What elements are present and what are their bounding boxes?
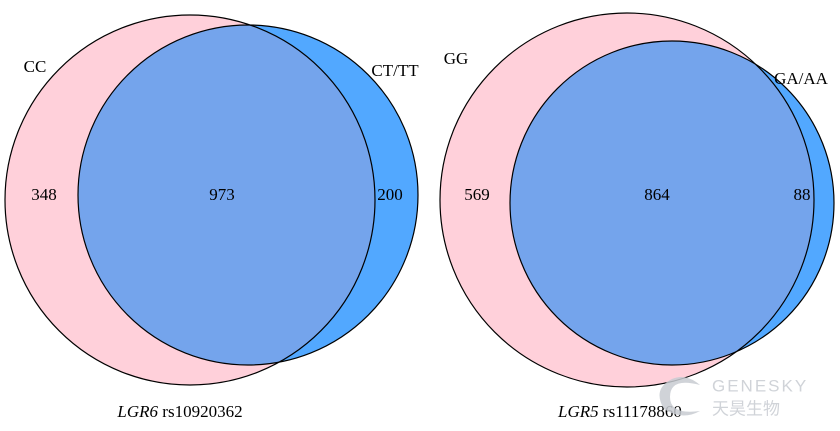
set-b-outline <box>77 24 419 366</box>
set-a-label: CC <box>24 57 47 76</box>
intersection <box>78 25 375 365</box>
both-count: 973 <box>209 185 235 204</box>
watermark-brand: GENESKY <box>712 376 808 395</box>
only-a-count: 348 <box>31 185 57 204</box>
caption-gene: LGR6 <box>116 402 158 421</box>
set-b-label: CT/TT <box>371 61 419 80</box>
only-b-count: 200 <box>377 185 403 204</box>
watermark-chinese: 天昊生物 <box>712 399 780 418</box>
intersection <box>510 41 814 365</box>
both-count: 864 <box>644 185 670 204</box>
watermark: GENESKY 天昊生物 <box>659 376 808 418</box>
set-b-label: GA/AA <box>774 69 829 88</box>
caption-snp: rs11178860 <box>603 402 682 421</box>
caption: LGR5 rs11178860 <box>557 402 682 421</box>
caption-gene: LGR5 <box>557 402 599 421</box>
set-a-outline <box>439 12 815 388</box>
only-b-count: 88 <box>794 185 811 204</box>
caption-snp: rs10920362 <box>162 402 242 421</box>
venn-right: GG GA/AA 569 864 88 LGR5 rs11178860 <box>439 12 835 421</box>
only-a-count: 569 <box>464 185 490 204</box>
set-a-label: GG <box>444 49 469 68</box>
venn-left: CC CT/TT 348 973 200 LGR6 rs10920362 <box>4 14 419 421</box>
set-b-outline <box>509 40 835 366</box>
watermark-logo <box>659 377 700 416</box>
set-a-outline <box>4 14 376 386</box>
caption: LGR6 rs10920362 <box>116 402 242 421</box>
